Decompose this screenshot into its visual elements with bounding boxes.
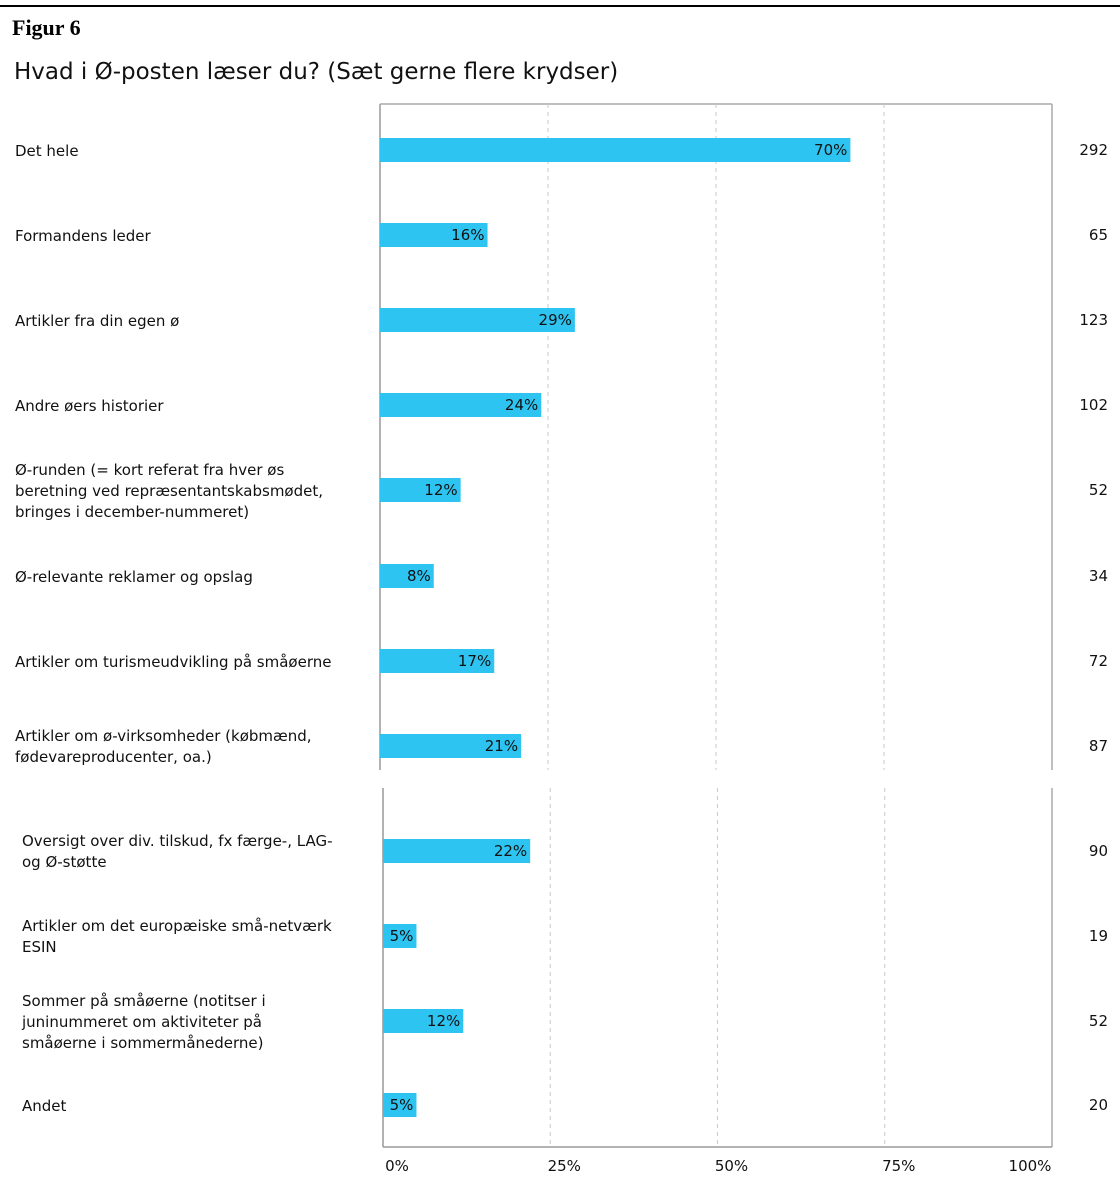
bar-value-label: 12%: [424, 481, 457, 499]
bar-value-label: 5%: [390, 927, 414, 945]
count-label: 52: [1088, 481, 1108, 499]
bar: [383, 839, 531, 863]
count-label: 90: [1088, 842, 1108, 860]
count-label: 65: [1088, 226, 1108, 244]
bar: [380, 223, 488, 247]
bar: [380, 734, 522, 758]
category-label: Artikler om turismeudvikling på småøerne: [15, 652, 332, 671]
bar: [380, 138, 851, 162]
count-label: 19: [1088, 927, 1108, 945]
bar: [383, 1093, 417, 1117]
x-tick-label: 50%: [714, 1157, 749, 1175]
bar: [380, 478, 461, 502]
category-label: Andet: [22, 1096, 67, 1115]
bar: [383, 1009, 464, 1033]
bar-value-label: 21%: [485, 737, 518, 755]
bar-value-label: 16%: [451, 226, 484, 244]
category-label: Ø-runden (= kort referat fra hver øs ber…: [15, 460, 324, 521]
bar: [380, 564, 434, 588]
bar: [380, 308, 575, 332]
bar-value-label: 24%: [505, 396, 538, 414]
top-rule: [0, 5, 1120, 7]
category-label: Det hele: [15, 141, 79, 160]
bar: [380, 393, 542, 417]
category-label: Oversigt over div. tilskud, fx færge-, L…: [22, 832, 333, 871]
category-label: Sommer på småøerne (notitser i juninumme…: [22, 991, 266, 1052]
x-tick-label: 25%: [547, 1157, 581, 1175]
figure-label: Figur 6: [12, 15, 81, 40]
category-label: Andre øers historier: [15, 396, 164, 415]
count-label: 87: [1088, 737, 1108, 755]
count-label: 20: [1088, 1096, 1108, 1114]
bar-value-label: 22%: [494, 842, 527, 860]
bar-value-label: 29%: [539, 311, 572, 329]
chart-title: Hvad i Ø-posten læser du? (Sæt gerne fle…: [14, 59, 619, 85]
bar-value-label: 70%: [814, 141, 847, 159]
category-label: Artikler om det europæiske små-netværk E…: [22, 917, 332, 956]
category-label: Formandens leder: [15, 226, 151, 245]
count-label: 52: [1088, 1012, 1108, 1030]
count-label: 102: [1079, 396, 1108, 414]
category-label: Artikler fra din egen ø: [15, 311, 180, 330]
x-tick-label: 0%: [385, 1157, 409, 1175]
count-label: 292: [1079, 141, 1108, 159]
category-label: Ø-relevante reklamer og opslag: [15, 567, 253, 586]
count-label: 72: [1088, 652, 1108, 670]
x-tick-label: 75%: [882, 1157, 916, 1175]
bar-value-label: 8%: [407, 567, 431, 585]
count-label: 123: [1079, 311, 1108, 329]
bar-value-label: 12%: [427, 1012, 460, 1030]
bar: [383, 924, 417, 948]
bar-value-label: 17%: [458, 652, 491, 670]
category-label: Artikler om ø-virksomheder (købmænd, fød…: [15, 727, 312, 766]
bar: [380, 649, 495, 673]
bar-value-label: 5%: [390, 1096, 414, 1114]
x-tick-label: 100%: [1008, 1157, 1052, 1175]
count-label: 34: [1088, 567, 1108, 585]
